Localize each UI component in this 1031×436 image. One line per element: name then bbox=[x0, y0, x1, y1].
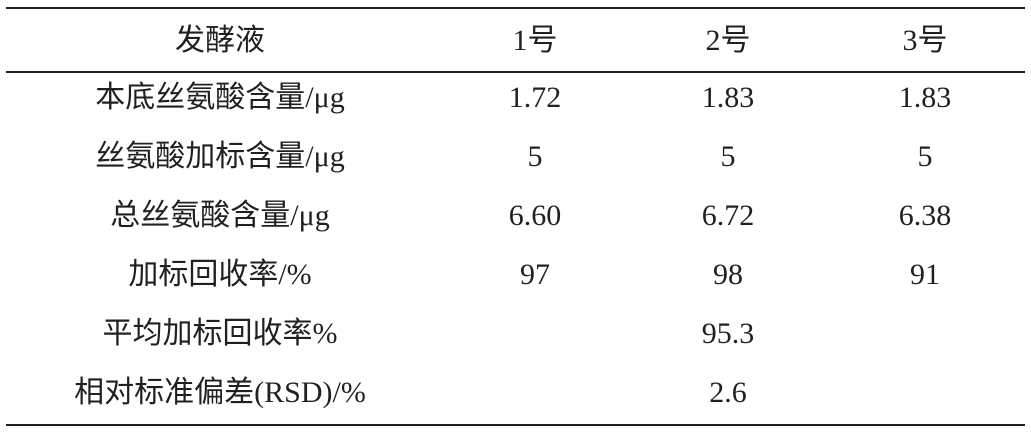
value-cell: 5 bbox=[527, 140, 543, 173]
header-cell: 3号 bbox=[902, 24, 948, 57]
value-cell: 6.38 bbox=[898, 199, 952, 232]
value-cell: 5 bbox=[917, 140, 933, 173]
top-rule bbox=[6, 7, 1025, 9]
row-label: 相对标准偏差(RSD)/% bbox=[74, 376, 366, 409]
value-cell: 2.6 bbox=[709, 376, 747, 409]
row-label: 丝氨酸加标含量/μg bbox=[95, 140, 345, 173]
value-cell: 91 bbox=[910, 258, 940, 291]
value-cell: 98 bbox=[713, 258, 743, 291]
value-cell: 1.83 bbox=[898, 81, 952, 114]
bottom-rule bbox=[6, 424, 1025, 426]
header-cell: 发酵液 bbox=[175, 24, 265, 57]
row-label: 平均加标回收率% bbox=[102, 317, 338, 350]
value-cell: 95.3 bbox=[701, 317, 755, 350]
value-cell: 6.60 bbox=[508, 199, 562, 232]
row-label: 本底丝氨酸含量/μg bbox=[95, 81, 345, 114]
header-cell: 1号 bbox=[512, 24, 558, 57]
header-rule bbox=[6, 71, 1025, 73]
header-cell: 2号 bbox=[705, 24, 751, 57]
value-cell: 97 bbox=[520, 258, 550, 291]
row-label: 加标回收率/% bbox=[128, 258, 312, 291]
value-cell: 1.72 bbox=[508, 81, 562, 114]
value-cell: 1.83 bbox=[701, 81, 755, 114]
value-cell: 6.72 bbox=[701, 199, 755, 232]
row-label: 总丝氨酸含量/μg bbox=[110, 199, 330, 232]
value-cell: 5 bbox=[720, 140, 736, 173]
